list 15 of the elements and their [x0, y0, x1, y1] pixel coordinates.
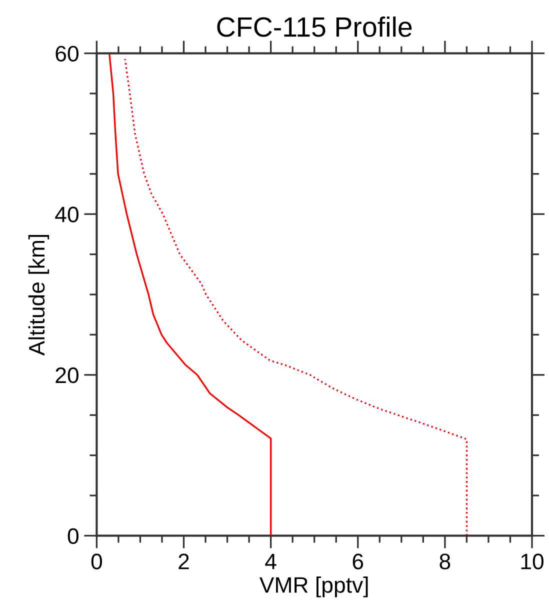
chart-title: CFC-115 Profile [217, 16, 412, 37]
y-tick-label: 0 [68, 528, 78, 544]
line-series [108, 53, 272, 536]
x-tick-label: 6 [352, 554, 364, 570]
y-tick-label: 20 [56, 367, 78, 384]
x-tick-label: 2 [178, 554, 189, 570]
x-tick-label: 0 [91, 554, 102, 570]
x-tick-label: 8 [440, 554, 450, 570]
line-series [124, 58, 468, 536]
y-tick-label: 40 [55, 206, 78, 222]
x-tick-label: 10 [521, 554, 544, 570]
x-axis-title: VMR [pptv] [259, 576, 368, 598]
x-tick-label: 4 [265, 554, 276, 570]
y-axis-title: Altitude [km] [28, 234, 50, 356]
y-tick-label: 60 [56, 46, 78, 62]
